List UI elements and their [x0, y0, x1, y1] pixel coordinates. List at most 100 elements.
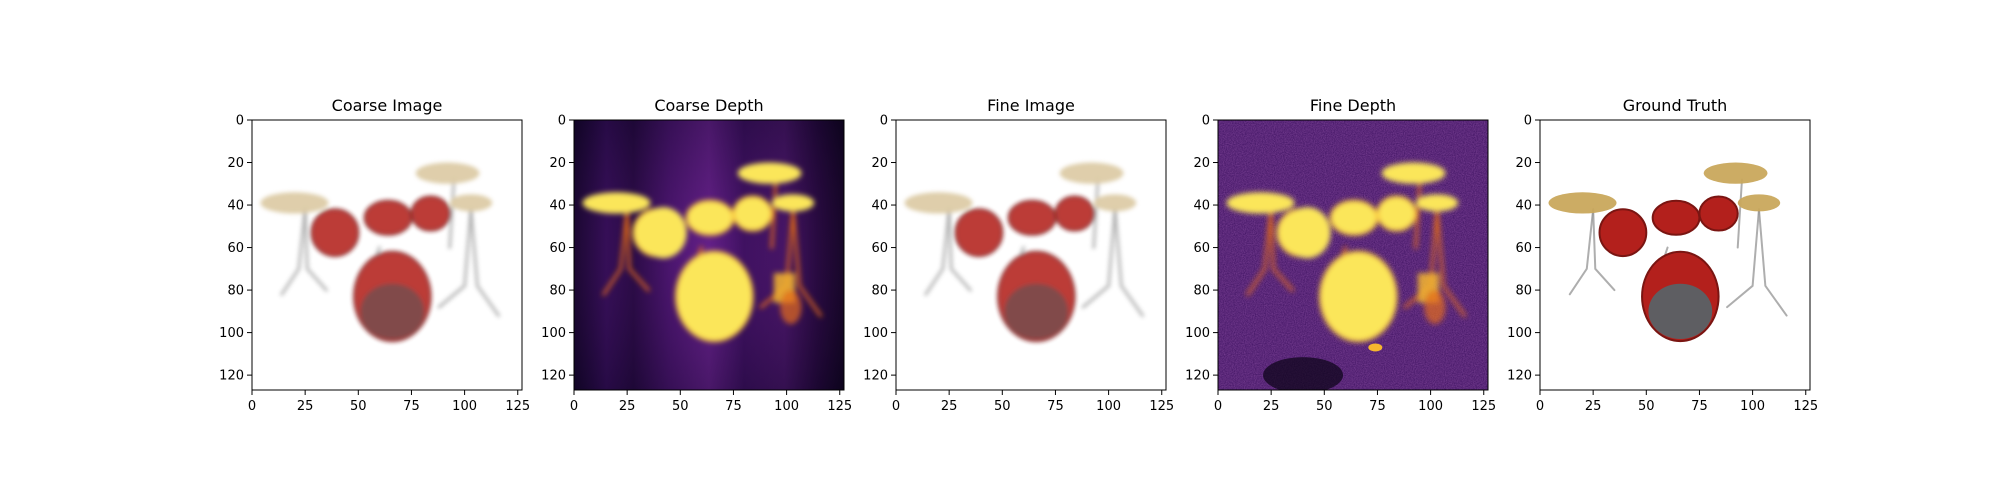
y-tick-label: 40 — [1515, 199, 1532, 214]
y-tick-label: 20 — [549, 156, 566, 171]
image-area — [252, 120, 522, 390]
x-tick-label: 75 — [1691, 399, 1708, 414]
drum-stand-leg — [1726, 208, 1760, 309]
cymbal — [771, 194, 815, 212]
y-tick-label: 20 — [871, 156, 888, 171]
cymbal — [1059, 162, 1124, 184]
x-tick-label: 25 — [1263, 399, 1280, 414]
bass-drum-head — [360, 283, 425, 339]
tom-drum — [954, 208, 1004, 258]
axes-frame — [251, 119, 523, 391]
y-tick-label: 100 — [1507, 326, 1532, 341]
cymbal — [1703, 162, 1768, 184]
x-tick-label: 75 — [403, 399, 420, 414]
drum-stand-leg — [437, 207, 473, 309]
tom-drum — [1698, 195, 1739, 232]
y-tick-label: 0 — [880, 114, 888, 129]
drum-stand-leg — [1246, 207, 1273, 296]
drum-stand-leg — [924, 207, 951, 296]
image-area — [896, 120, 1166, 390]
depth-stand-glow — [1424, 290, 1446, 325]
subplot-5: Ground Truth 0 25 50 75 100 125 0 20 40 60 80 100 120 — [1507, 96, 1818, 414]
y-tick-label: 80 — [871, 284, 888, 299]
x-tick-label: 0 — [892, 399, 900, 414]
x-tick-label: 75 — [1047, 399, 1064, 414]
bass-drum-head — [1004, 283, 1069, 339]
x-tick-label: 0 — [248, 399, 256, 414]
x-tick-label: 75 — [725, 399, 742, 414]
y-tick-label: 0 — [1524, 114, 1532, 129]
y-tick-label: 120 — [541, 369, 566, 384]
x-tick-label: 50 — [994, 399, 1011, 414]
cymbal — [1415, 194, 1459, 212]
x-tick-label: 100 — [452, 399, 477, 414]
drum-stand-leg — [303, 207, 328, 292]
bass-drum — [675, 250, 754, 343]
cymbal — [582, 192, 651, 214]
y-tick-label: 20 — [227, 156, 244, 171]
drum-stand-leg — [1435, 207, 1467, 318]
x-tick-label: 75 — [1369, 399, 1386, 414]
x-tick-label: 25 — [941, 399, 958, 414]
tom-drum — [685, 199, 735, 236]
subplot-3: Fine Image 0 25 50 75 100 125 0 20 40 60 80 100 120 — [863, 96, 1174, 414]
tom-drum — [1007, 199, 1057, 236]
drum-stand-leg — [448, 178, 456, 250]
drum-stand-leg — [791, 207, 823, 318]
y-tick-label: 60 — [1515, 241, 1532, 256]
y-tick-label: 0 — [1202, 114, 1210, 129]
subplot-title: Ground Truth — [1623, 96, 1728, 115]
tom-drum — [1598, 208, 1648, 258]
bass-drum — [1319, 250, 1398, 343]
tom-drum — [310, 208, 360, 258]
drum-stand-leg — [947, 207, 972, 292]
y-tick-label: 120 — [1507, 369, 1532, 384]
y-tick-label: 120 — [1185, 369, 1210, 384]
y-tick-label: 80 — [227, 284, 244, 299]
subplot-title: Fine Image — [987, 96, 1075, 115]
axes-frame — [895, 119, 1167, 391]
x-tick-label: 0 — [570, 399, 578, 414]
y-tick-label: 60 — [871, 241, 888, 256]
drum-stand-leg — [469, 207, 501, 318]
drum-stand-leg — [280, 207, 307, 296]
y-tick-label: 20 — [1193, 156, 1210, 171]
drum-stand-leg — [1113, 207, 1145, 318]
x-tick-label: 25 — [1585, 399, 1602, 414]
subplot-title: Fine Depth — [1310, 96, 1396, 115]
x-tick-label: 25 — [619, 399, 636, 414]
axes-frame — [573, 119, 845, 391]
drum-stand-leg — [1568, 208, 1595, 296]
x-tick-label: 100 — [1096, 399, 1121, 414]
rgb-scene — [260, 162, 501, 343]
y-tick-label: 80 — [1193, 284, 1210, 299]
y-tick-label: 80 — [1515, 284, 1532, 299]
cymbal — [1226, 192, 1295, 214]
y-tick-label: 120 — [863, 369, 888, 384]
x-tick-label: 125 — [505, 399, 530, 414]
x-tick-label: 50 — [1638, 399, 1655, 414]
image-area — [574, 120, 844, 390]
y-tick-label: 40 — [227, 199, 244, 214]
y-tick-label: 60 — [549, 241, 566, 256]
tom-drum — [732, 195, 773, 232]
drum-stand-leg — [625, 207, 650, 292]
cymbal — [1548, 192, 1617, 214]
subplot-2: Coarse Depth 0 25 50 75 100 125 0 20 40 60 80 100 120 — [541, 96, 852, 414]
tom-drum — [1376, 195, 1417, 232]
cymbal — [415, 162, 480, 184]
x-tick-label: 50 — [350, 399, 367, 414]
drum-stand-leg — [1269, 207, 1294, 292]
depth-tom — [639, 207, 687, 259]
y-tick-label: 100 — [541, 326, 566, 341]
x-tick-label: 25 — [297, 399, 314, 414]
y-tick-label: 80 — [549, 284, 566, 299]
x-tick-label: 125 — [1149, 399, 1174, 414]
x-tick-label: 125 — [827, 399, 852, 414]
tom-drum — [1651, 199, 1701, 236]
y-tick-label: 40 — [871, 199, 888, 214]
y-tick-label: 40 — [549, 199, 566, 214]
axes-frame — [1217, 119, 1489, 391]
y-tick-label: 100 — [863, 326, 888, 341]
